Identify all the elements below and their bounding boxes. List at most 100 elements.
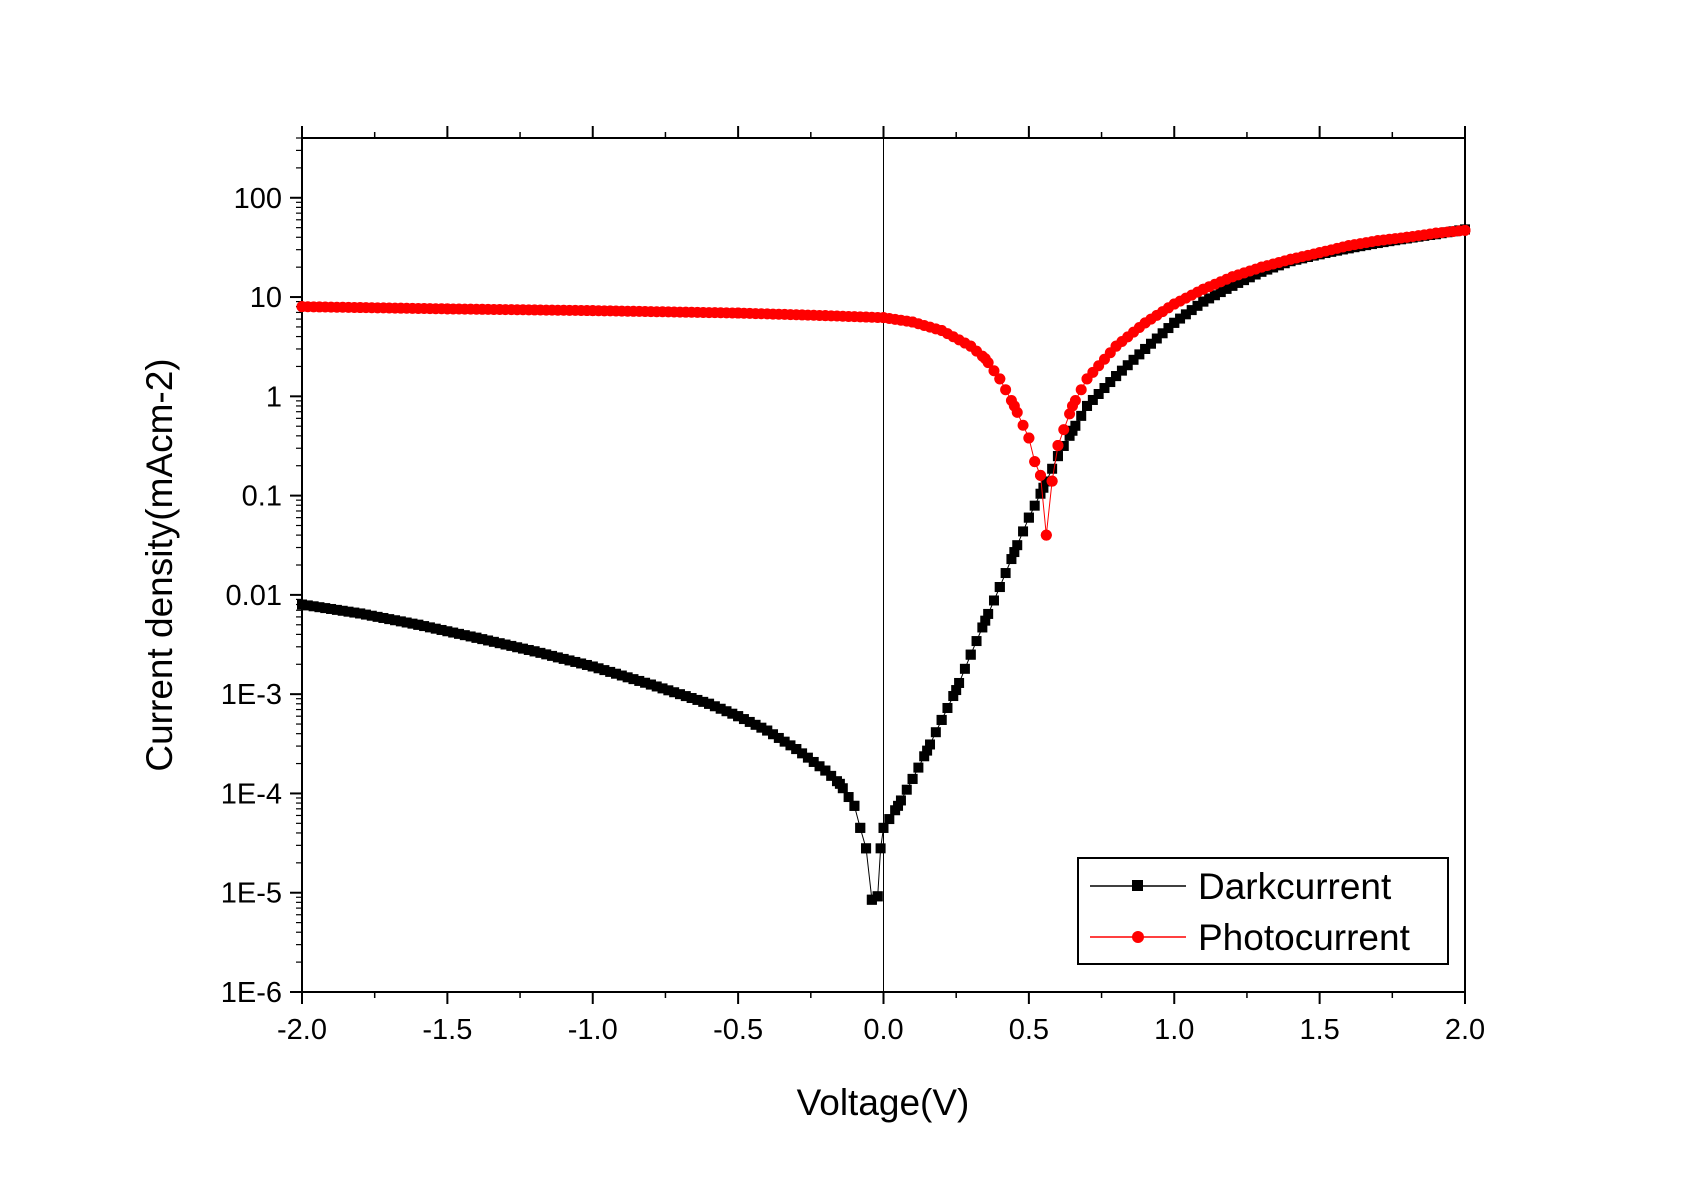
data-point-photocurrent [982,357,994,369]
data-point-darkcurrent [1052,451,1063,462]
data-point-darkcurrent [355,608,366,619]
data-point-darkcurrent [715,703,726,714]
data-point-darkcurrent [1093,388,1104,399]
data-point-darkcurrent [925,739,936,750]
data-point-darkcurrent [901,784,912,795]
data-point-photocurrent [1023,432,1035,444]
data-point-darkcurrent [611,668,622,679]
data-point-darkcurrent [1041,476,1052,487]
data-point-darkcurrent [395,616,406,627]
data-point-darkcurrent [1128,354,1139,365]
data-point-darkcurrent [959,663,970,674]
data-point-darkcurrent [849,800,860,811]
data-point-darkcurrent [1029,500,1040,511]
data-point-photocurrent [1040,529,1052,541]
data-point-darkcurrent [826,770,837,781]
data-point-darkcurrent [1087,394,1098,405]
data-point-darkcurrent [512,642,523,653]
data-point-darkcurrent [581,659,592,670]
data-point-darkcurrent [517,643,528,654]
data-point-darkcurrent [750,719,761,730]
data-point-photocurrent [1029,456,1041,468]
x-tick-label: -1.0 [568,1014,618,1046]
data-point-darkcurrent [343,606,354,617]
data-point-darkcurrent [459,630,470,641]
data-point-darkcurrent [616,670,627,681]
data-point-darkcurrent [919,751,930,762]
data-point-darkcurrent [843,792,854,803]
data-point-darkcurrent [360,609,371,620]
x-axis-title: Voltage(V) [797,1082,970,1123]
data-point-darkcurrent [1233,277,1244,288]
data-point-darkcurrent [1122,360,1133,371]
data-point-darkcurrent [407,618,418,629]
data-point-darkcurrent [401,617,412,628]
data-point-darkcurrent [1221,283,1232,294]
data-point-darkcurrent [1186,305,1197,316]
data-point-darkcurrent [861,843,872,854]
y-tick-label: 0.1 [242,481,282,513]
data-point-darkcurrent [1038,482,1049,493]
data-point-darkcurrent [1105,377,1116,388]
data-point-darkcurrent [797,748,808,759]
data-point-darkcurrent [922,745,933,756]
data-point-darkcurrent [628,674,639,685]
y-tick-label: 1E-4 [221,778,282,810]
data-point-darkcurrent [419,621,430,632]
series-layer [296,224,1471,905]
data-point-darkcurrent [1082,400,1093,411]
data-point-darkcurrent [552,652,563,663]
data-point-darkcurrent [820,765,831,776]
data-point-darkcurrent [727,708,738,719]
legend-marker-dark [1132,880,1143,891]
data-point-darkcurrent [1163,323,1174,334]
data-point-darkcurrent [297,599,307,610]
data-point-darkcurrent [884,814,895,825]
data-point-photocurrent [1046,475,1058,487]
x-tick-label: -1.5 [422,1014,472,1046]
data-point-darkcurrent [337,605,348,616]
data-point-darkcurrent [1076,410,1087,421]
x-tick-label: 2.0 [1445,1014,1485,1046]
data-point-darkcurrent [424,622,435,633]
data-point-darkcurrent [756,722,767,733]
data-point-photocurrent [988,365,1000,377]
data-point-darkcurrent [936,714,947,725]
data-point-darkcurrent [1111,371,1122,382]
data-point-darkcurrent [1227,280,1238,291]
data-point-darkcurrent [506,640,517,651]
y-tick-label: 1E-3 [221,679,282,711]
data-point-darkcurrent [587,661,598,672]
data-point-darkcurrent [558,653,569,664]
data-point-darkcurrent [1239,275,1250,286]
data-point-darkcurrent [471,632,482,643]
data-point-darkcurrent [442,626,453,637]
data-point-darkcurrent [951,685,962,696]
data-point-darkcurrent [954,677,965,688]
data-point-darkcurrent [593,663,604,674]
legend-label-photo: Photocurrent [1198,917,1411,958]
data-point-darkcurrent [465,631,476,642]
data-point-darkcurrent [965,649,976,660]
data-point-darkcurrent [895,795,906,806]
data-point-darkcurrent [349,607,360,618]
data-point-darkcurrent [1070,420,1081,431]
data-point-darkcurrent [948,691,959,702]
data-point-darkcurrent [605,666,616,677]
data-point-darkcurrent [709,701,720,712]
data-point-photocurrent [1459,224,1471,236]
data-point-photocurrent [1069,395,1081,407]
data-point-darkcurrent [1209,290,1220,301]
data-point-photocurrent [994,373,1006,385]
data-point-darkcurrent [913,762,924,773]
data-point-darkcurrent [378,612,389,623]
y-axis-title: Current density(mAcm-2) [139,358,180,771]
data-point-photocurrent [1075,384,1087,396]
data-point-darkcurrent [541,649,552,660]
data-point-darkcurrent [448,627,459,638]
data-point-darkcurrent [634,675,645,686]
data-point-darkcurrent [1134,349,1145,360]
data-point-darkcurrent [331,604,342,615]
data-point-darkcurrent [366,610,377,621]
